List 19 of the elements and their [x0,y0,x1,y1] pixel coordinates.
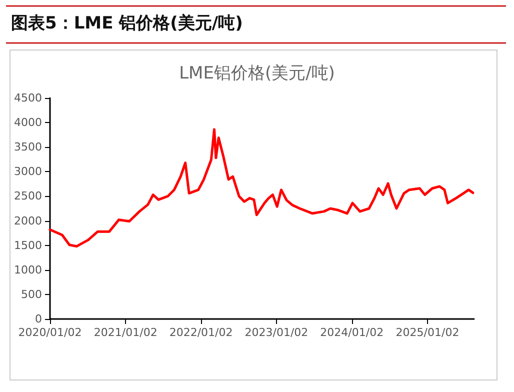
x-tick-label: 2024/01/02 [320,326,384,339]
y-tick-label: 1000 [14,263,42,276]
y-tick-label: 3500 [14,140,42,154]
y-tick-label: 0 [35,312,42,326]
chart-subtitle: LME铝价格(美元/吨) [179,64,335,84]
y-tick-label: 2500 [14,190,42,203]
x-tick-label: 2025/01/02 [396,326,460,339]
x-tick-label: 2023/01/02 [244,326,308,339]
y-tick-label: 2000 [14,214,42,228]
y-tick-label: 1500 [14,238,42,252]
x-tick-label: 2022/01/02 [169,326,233,339]
x-tick-label: 2020/01/02 [18,326,82,339]
y-tick-label: 3000 [14,165,42,178]
x-tick-label: 2021/01/02 [94,326,158,339]
y-tick-label: 4500 [14,92,42,104]
line-series [48,128,474,248]
chart-title: 图表5：LME 铝价格(美元/吨) [11,14,243,34]
y-tick-label: 4000 [14,116,42,130]
y-tick-label: 500 [21,288,42,301]
